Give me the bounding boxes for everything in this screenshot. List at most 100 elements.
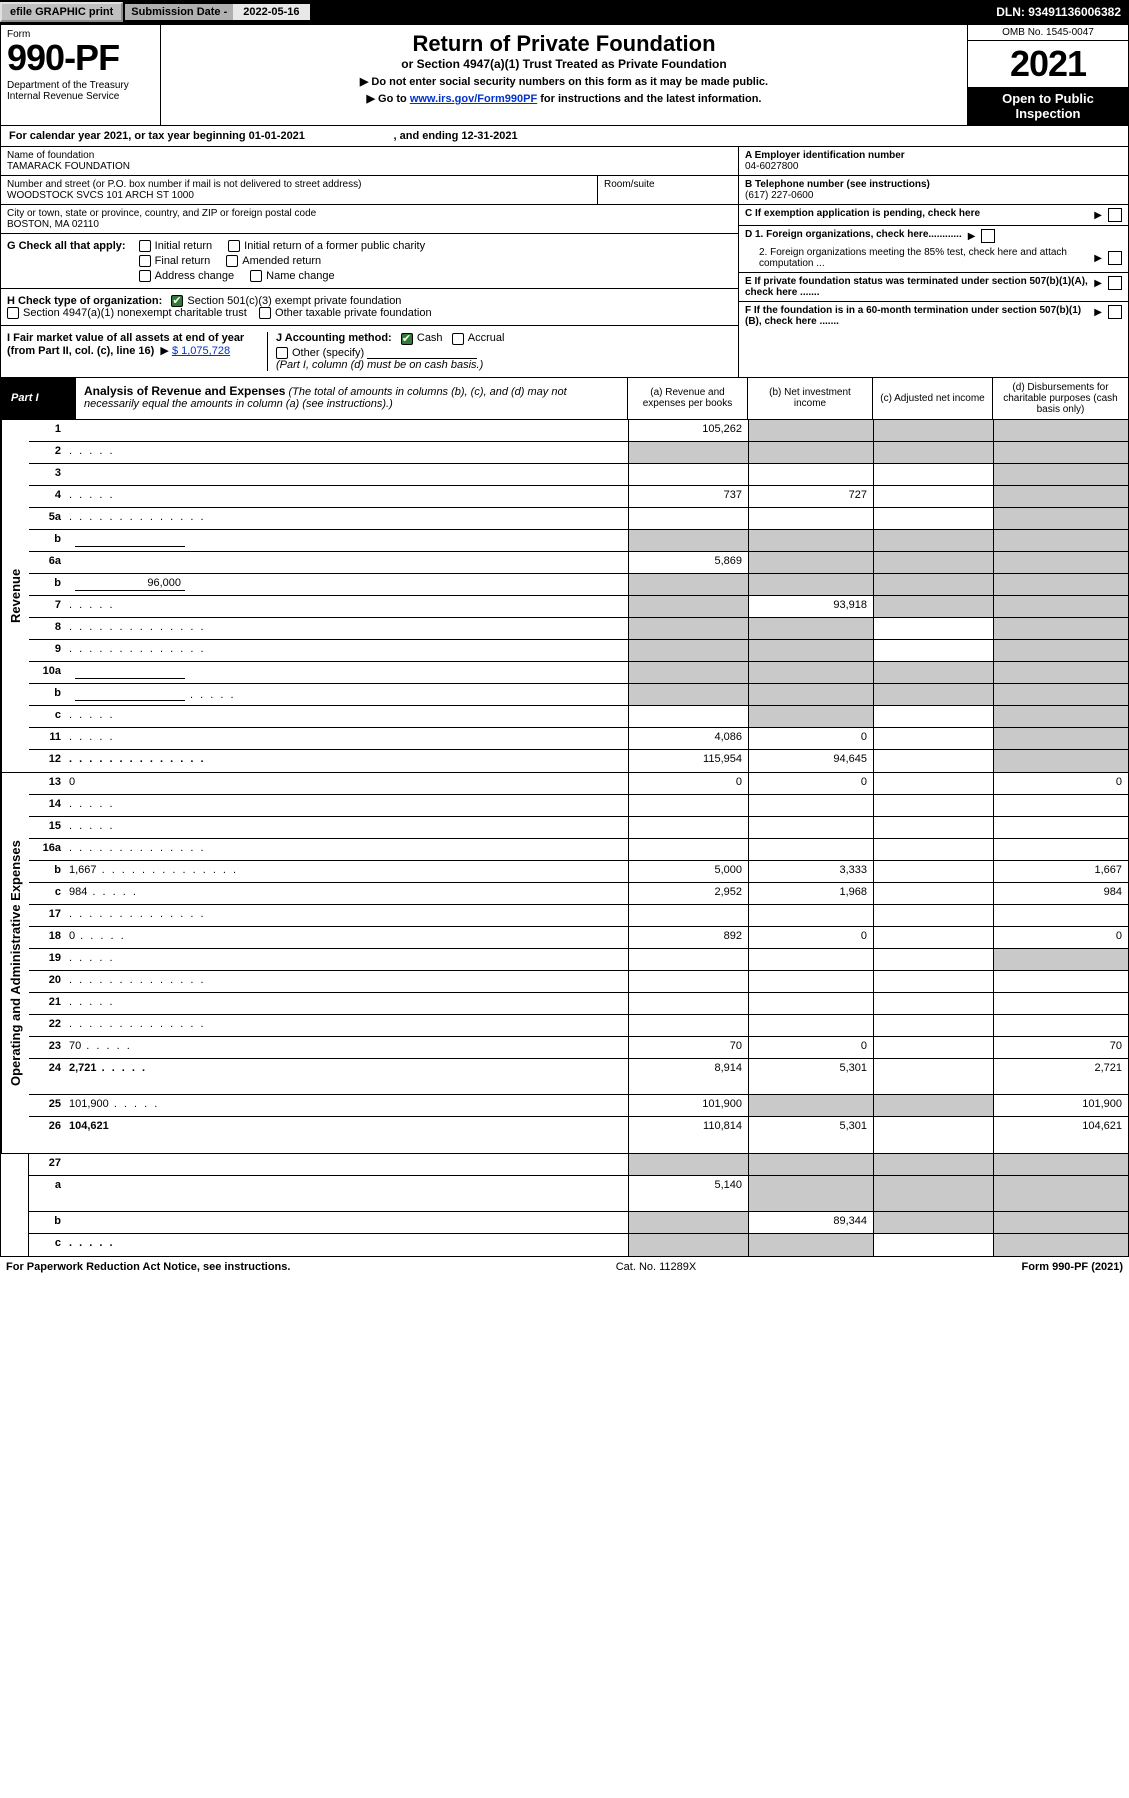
top-bar: efile GRAPHIC print Submission Date - 20… [0, 0, 1129, 24]
cell-b [748, 442, 873, 463]
j-cash-checkbox[interactable] [401, 333, 413, 345]
form990pf-link[interactable]: www.irs.gov/Form990PF [410, 93, 537, 105]
line-description [65, 420, 628, 441]
e-checkbox[interactable] [1108, 276, 1122, 290]
foundation-name-value: TAMARACK FOUNDATION [7, 161, 732, 172]
line-8: 8 [29, 618, 1128, 640]
d2-checkbox[interactable] [1108, 251, 1122, 265]
h-4947-checkbox[interactable] [7, 307, 19, 319]
cell-a: 105,262 [628, 420, 748, 441]
city-value: BOSTON, MA 02110 [7, 219, 732, 230]
section-d: D 1. Foreign organizations, check here..… [739, 226, 1128, 273]
line-1: 1105,262 [29, 420, 1128, 442]
arrow-icon: ▶ [968, 231, 976, 242]
fmv-value-link[interactable]: $ 1,075,728 [172, 345, 230, 357]
ein-value: 04-6027800 [745, 161, 798, 172]
d2-label: 2. Foreign organizations meeting the 85%… [759, 247, 1067, 269]
arrow-icon: ▶ [1094, 278, 1102, 289]
line-b: b89,344 [29, 1212, 1128, 1234]
header-right: OMB No. 1545-0047 2021 Open to Public In… [968, 25, 1128, 125]
cell-b: 0 [748, 728, 873, 749]
g-amended-checkbox[interactable] [226, 255, 238, 267]
cell-c [873, 750, 993, 772]
cell-d [993, 508, 1128, 529]
g-name-change-checkbox[interactable] [250, 270, 262, 282]
h-other-checkbox[interactable] [259, 307, 271, 319]
line-description [65, 640, 628, 661]
line-description [65, 684, 628, 705]
line-description [65, 1154, 628, 1175]
line-number: b [29, 861, 65, 882]
cell-d [993, 684, 1128, 705]
line-description: 984 [65, 883, 628, 904]
cell-a: 101,900 [628, 1095, 748, 1116]
part-1-title: Analysis of Revenue and Expenses [84, 384, 285, 398]
d1-checkbox[interactable] [981, 229, 995, 243]
cell-a [628, 618, 748, 639]
cell-a [628, 662, 748, 683]
instruction-2: ▶ Go to www.irs.gov/Form990PF for instru… [171, 92, 957, 105]
f-checkbox[interactable] [1108, 305, 1122, 319]
cell-d [993, 1176, 1128, 1211]
line-description: 2,721 [65, 1059, 628, 1094]
line-number: c [29, 883, 65, 904]
g-address-change-label: Address change [155, 270, 235, 282]
j-other-input[interactable] [367, 345, 477, 359]
address-value: WOODSTOCK SVCS 101 ARCH ST 1000 [7, 190, 591, 201]
cell-a: 892 [628, 927, 748, 948]
cell-d [993, 728, 1128, 749]
j-other-checkbox[interactable] [276, 347, 288, 359]
cell-a [628, 640, 748, 661]
g-final-checkbox[interactable] [139, 255, 151, 267]
line-24: 242,7218,9145,3012,721 [29, 1059, 1128, 1095]
cell-b [748, 1234, 873, 1256]
line-26: 26104,621110,8145,301104,621 [29, 1117, 1128, 1153]
cell-b: 0 [748, 927, 873, 948]
form-number: 990-PF [7, 40, 154, 76]
cell-c [873, 1117, 993, 1153]
j-other-label: Other (specify) [292, 346, 364, 358]
arrow-icon: ▶ [1094, 253, 1102, 264]
line-description: 70 [65, 1037, 628, 1058]
cell-d [993, 817, 1128, 838]
cell-b [748, 530, 873, 551]
efile-print-button[interactable]: efile GRAPHIC print [0, 2, 123, 22]
line-number: 21 [29, 993, 65, 1014]
summary-table: 27a5,140b89,344c [0, 1154, 1129, 1257]
g-initial-former-checkbox[interactable] [228, 240, 240, 252]
part-1-column-headers: (a) Revenue and expenses per books (b) N… [628, 378, 1128, 419]
c-checkbox[interactable] [1108, 208, 1122, 222]
col-d-header: (d) Disbursements for charitable purpose… [993, 378, 1128, 419]
g-initial-checkbox[interactable] [139, 240, 151, 252]
line-description: 104,621 [65, 1117, 628, 1153]
header-center: Return of Private Foundation or Section … [161, 25, 968, 125]
line-description [65, 750, 628, 772]
form-subtitle: or Section 4947(a)(1) Trust Treated as P… [171, 57, 957, 71]
cell-d [993, 442, 1128, 463]
cell-c [873, 1059, 993, 1094]
calendar-year-line: For calendar year 2021, or tax year begi… [0, 126, 1129, 147]
cell-b: 93,918 [748, 596, 873, 617]
g-address-change-checkbox[interactable] [139, 270, 151, 282]
phone-block: B Telephone number (see instructions) (6… [739, 176, 1128, 205]
cell-a [628, 905, 748, 926]
cell-b [748, 1015, 873, 1036]
line-14: 14 [29, 795, 1128, 817]
cell-b [748, 839, 873, 860]
f-label: F If the foundation is in a 60-month ter… [745, 305, 1081, 327]
h-501c3-checkbox[interactable] [171, 295, 183, 307]
city-label: City or town, state or province, country… [7, 208, 732, 219]
d1-label: D 1. Foreign organizations, check here..… [745, 229, 962, 240]
submission-date-label: Submission Date - [125, 4, 233, 20]
line-number: 14 [29, 795, 65, 816]
line-c: c [29, 1234, 1128, 1256]
cell-c [873, 795, 993, 816]
section-f: F If the foundation is in a 60-month ter… [739, 302, 1128, 330]
cell-c [873, 817, 993, 838]
j-accrual-checkbox[interactable] [452, 333, 464, 345]
cell-a [628, 442, 748, 463]
cell-d [993, 795, 1128, 816]
cell-a [628, 971, 748, 992]
line-25: 25101,900101,900101,900 [29, 1095, 1128, 1117]
g-amended-label: Amended return [242, 255, 321, 267]
